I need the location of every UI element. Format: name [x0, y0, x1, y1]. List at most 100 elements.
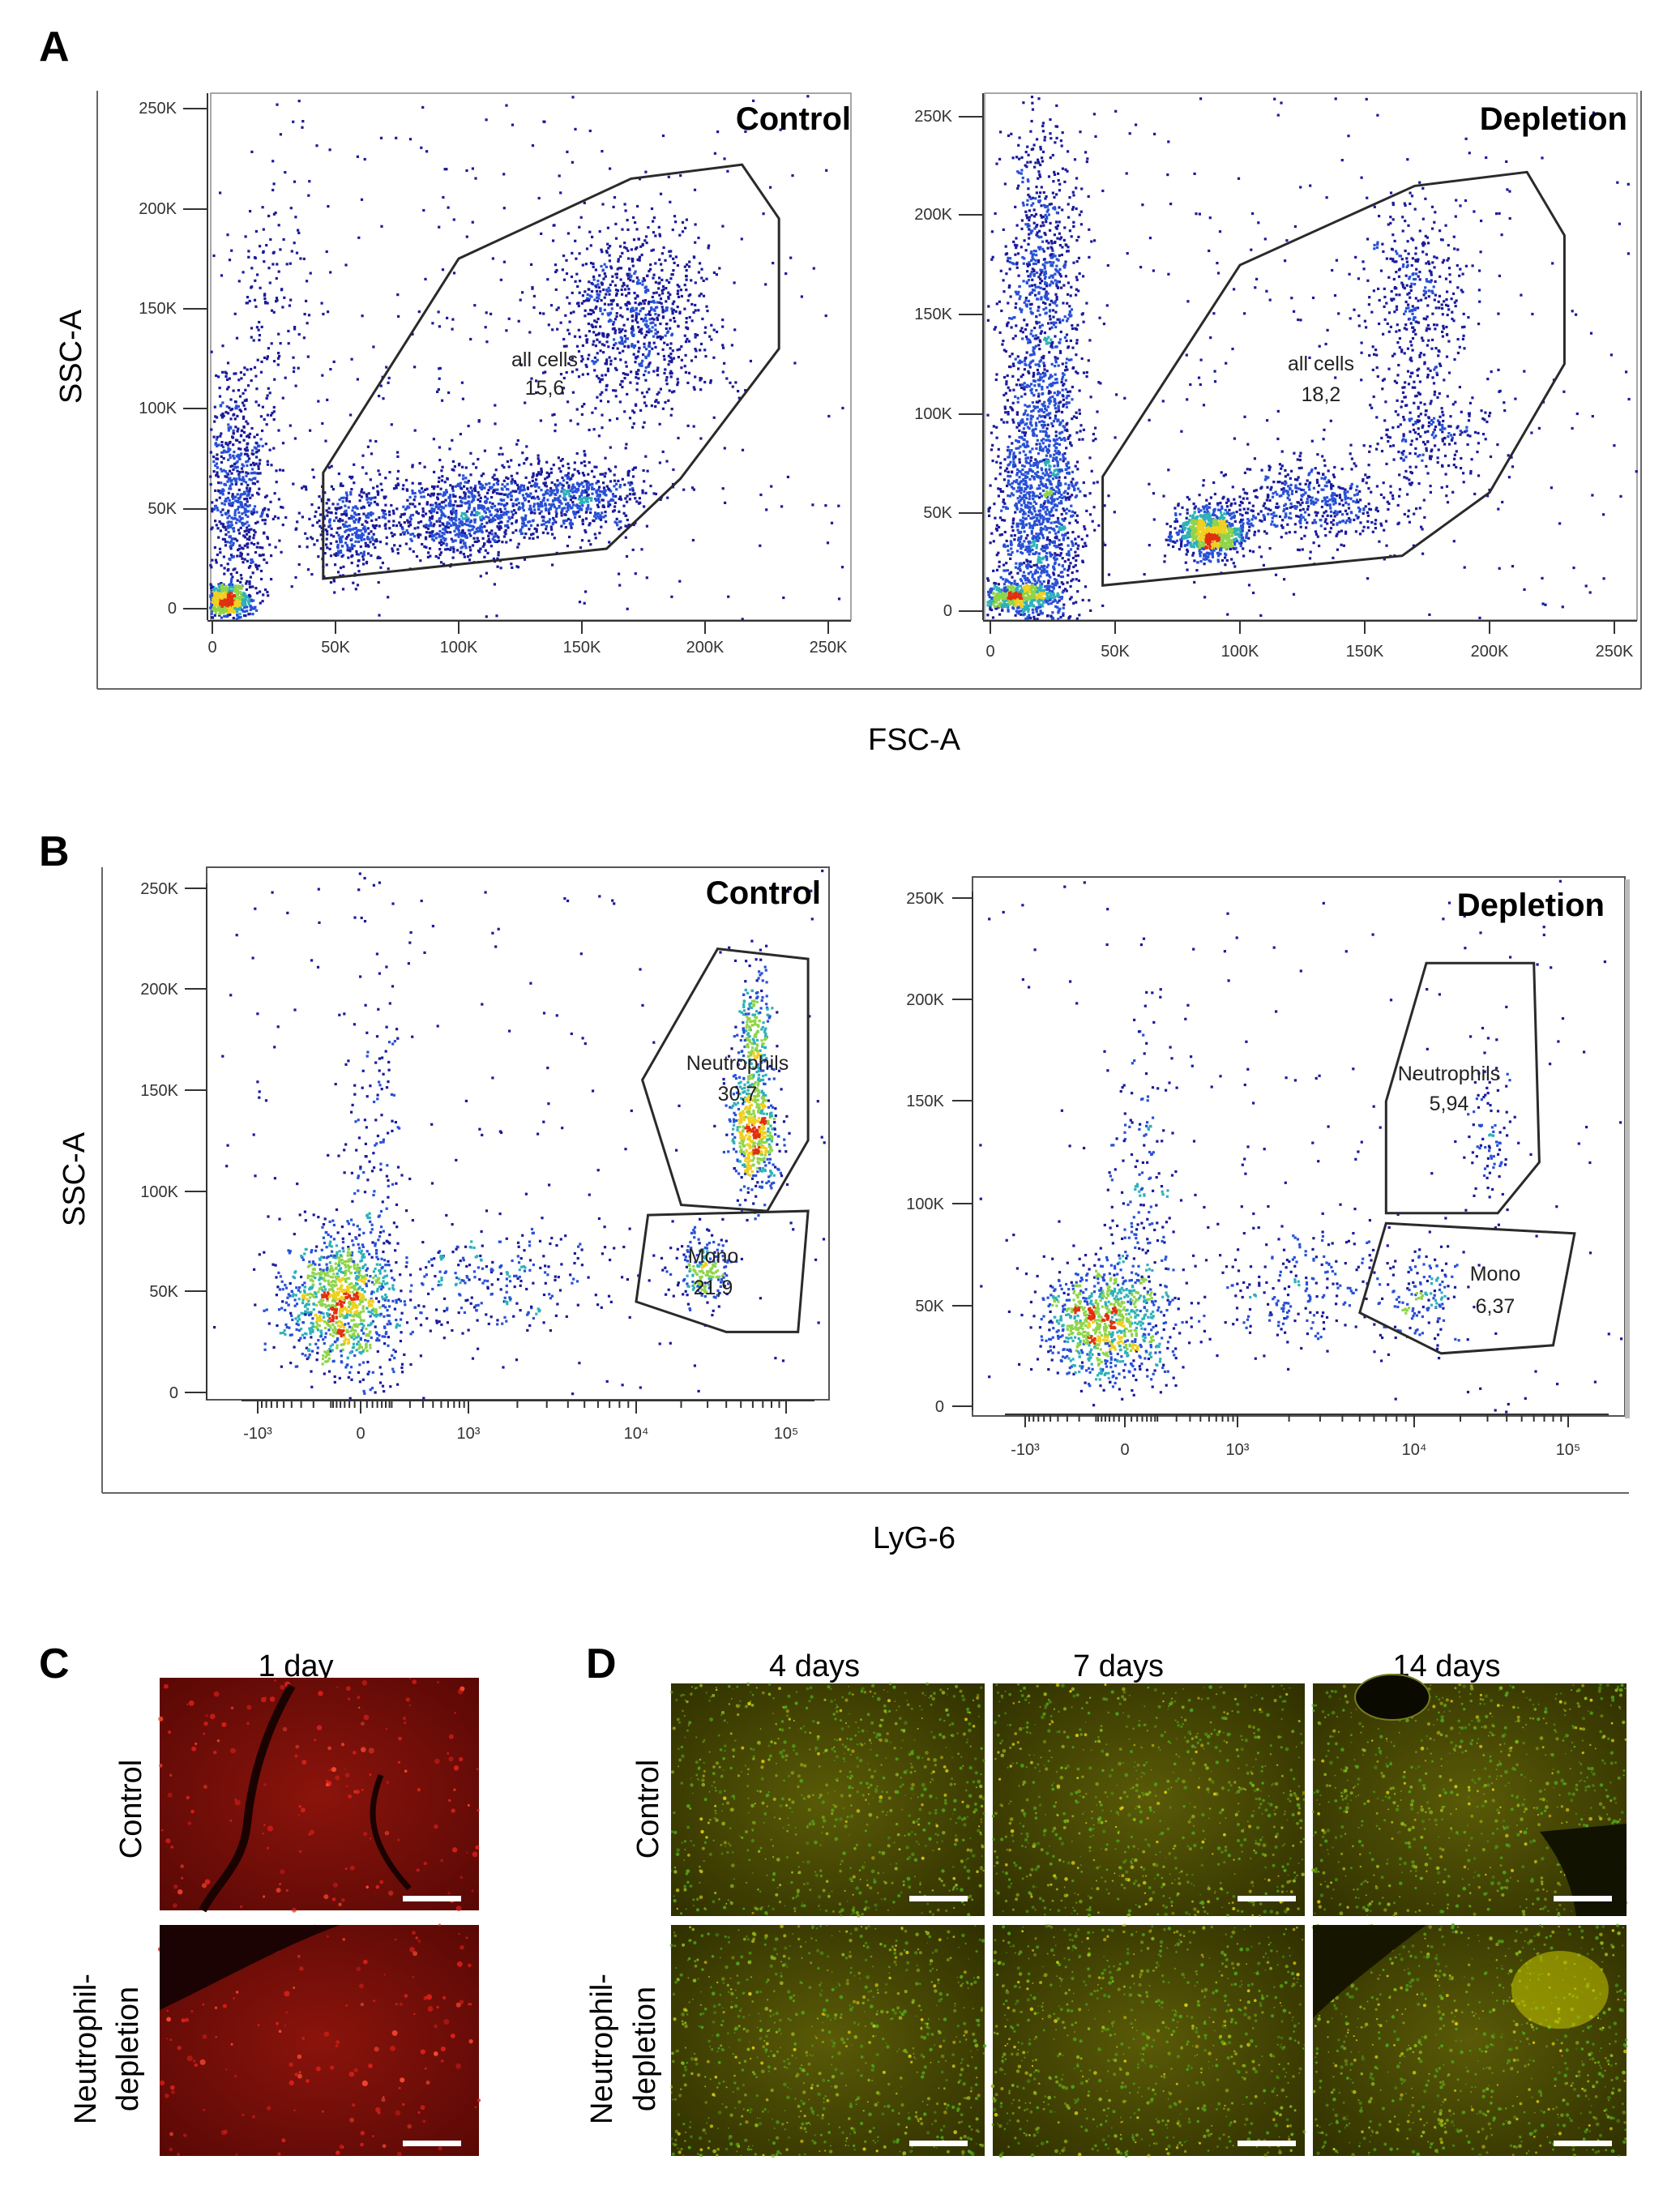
event-dot [477, 458, 480, 461]
event-dot [238, 605, 242, 609]
event-dot [727, 595, 730, 598]
event-dot [608, 259, 611, 263]
event-dot [628, 488, 632, 491]
event-dot [335, 552, 338, 555]
event-dot [667, 354, 670, 357]
event-dot [567, 362, 571, 366]
event-dot [465, 235, 468, 238]
event-dot [630, 370, 633, 374]
event-dot [642, 319, 645, 323]
event-dot [233, 516, 237, 520]
event-dot [840, 566, 844, 569]
event-dot [588, 483, 592, 486]
event-dot [343, 510, 346, 514]
event-dot [640, 253, 643, 257]
event-dot [489, 513, 493, 516]
event-dot [231, 543, 234, 546]
event-dot [378, 395, 381, 398]
event-dot [481, 523, 484, 526]
event-dot [673, 390, 676, 393]
event-dot [578, 515, 581, 518]
event-dot [229, 464, 233, 468]
event-dot [498, 528, 501, 531]
event-dot [622, 511, 626, 515]
event-dot [233, 509, 237, 512]
event-dot [408, 503, 412, 506]
event-dot [463, 491, 466, 494]
event-dot [524, 476, 528, 479]
event-dot [630, 274, 633, 278]
event-dot [1036, 566, 1039, 569]
event-dot [235, 461, 238, 464]
event-dot [525, 445, 528, 448]
event-dot [564, 474, 567, 477]
event-dot [596, 333, 600, 336]
event-dot [396, 451, 400, 454]
event-dot [670, 408, 673, 411]
event-dot [673, 261, 676, 264]
event-dot [565, 510, 568, 513]
event-dot [459, 485, 462, 488]
event-dot [1041, 438, 1045, 441]
event-dot [260, 515, 263, 518]
event-dot [359, 545, 362, 549]
event-dot [428, 535, 431, 538]
event-dot [741, 618, 744, 621]
event-dot [402, 484, 405, 487]
event-dot [574, 496, 577, 500]
event-dot [233, 477, 236, 481]
event-dot [479, 515, 482, 520]
event-dot [1011, 374, 1015, 378]
event-dot [243, 492, 246, 495]
event-dot [362, 512, 365, 515]
event-dot [571, 291, 574, 294]
event-dot [502, 479, 506, 482]
event-dot [618, 331, 622, 334]
event-dot [243, 536, 246, 539]
event-dot [588, 280, 591, 284]
event-dot [224, 584, 228, 588]
event-dot [618, 520, 622, 524]
event-dot [362, 528, 365, 531]
event-dot [502, 511, 506, 515]
event-dot [1045, 458, 1048, 461]
event-dot [242, 391, 245, 395]
event-dot [614, 395, 618, 398]
event-dot [352, 515, 356, 519]
event-dot [611, 493, 614, 496]
event-dot [486, 507, 489, 511]
event-dot [387, 596, 390, 599]
event-dot [1023, 562, 1026, 565]
event-dot [230, 479, 233, 482]
event-dot [245, 598, 248, 601]
event-dot [637, 279, 640, 282]
event-dot [626, 524, 629, 528]
event-dot [409, 537, 413, 541]
event-dot [433, 523, 436, 526]
event-dot [659, 498, 662, 501]
event-dot [992, 540, 995, 543]
event-dot [327, 205, 330, 208]
event-dot [351, 528, 354, 531]
event-dot [613, 344, 616, 347]
event-dot [555, 512, 558, 515]
event-dot [505, 329, 508, 332]
event-dot [479, 575, 482, 578]
event-dot [1071, 417, 1074, 421]
event-dot [433, 485, 436, 489]
event-dot [998, 516, 1002, 520]
event-dot [472, 498, 475, 501]
event-dot [233, 537, 237, 541]
event-dot [579, 546, 583, 550]
y-tick-label: 250K [139, 100, 177, 118]
event-dot [404, 542, 408, 545]
event-dot [491, 516, 495, 520]
event-dot [463, 517, 466, 520]
event-dot [616, 417, 619, 421]
event-dot [677, 356, 680, 359]
event-dot [339, 550, 343, 553]
event-dot [224, 592, 227, 596]
event-dot [599, 490, 602, 493]
event-dot [519, 529, 522, 533]
event-dot [638, 257, 641, 260]
